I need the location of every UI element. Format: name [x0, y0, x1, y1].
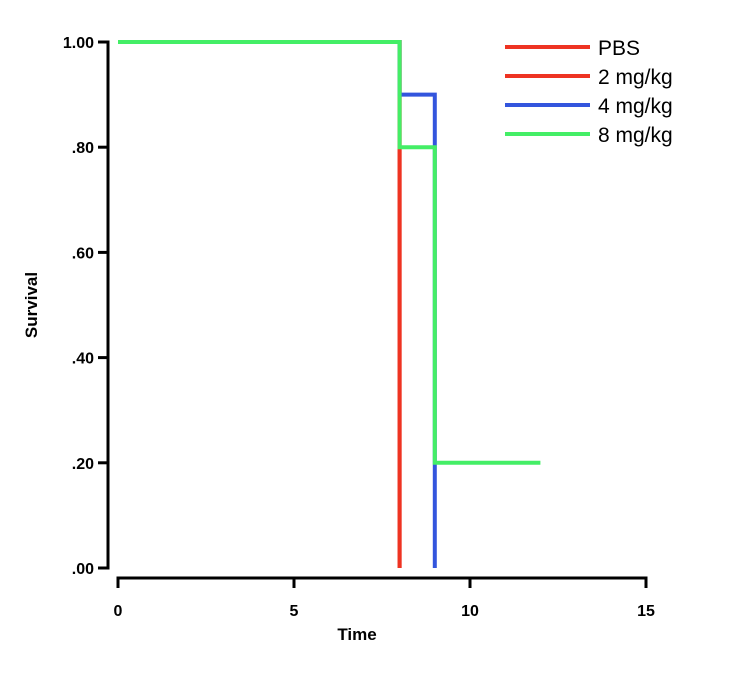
x-ticks: 0 5 10 15	[114, 578, 655, 620]
series-layer	[118, 40, 541, 568]
y-tick-label: .80	[72, 140, 94, 157]
y-tick-label: .60	[72, 245, 94, 262]
x-tick-label: 10	[461, 603, 479, 620]
legend-label: 4 mg/kg	[598, 95, 673, 118]
x-tick-label: 15	[637, 603, 655, 620]
y-tick-label: .00	[72, 561, 94, 578]
legend-label: 2 mg/kg	[598, 66, 673, 89]
y-axis-title: Survival	[22, 272, 41, 338]
y-tick-label: .20	[72, 456, 94, 473]
y-tick-label: .40	[72, 351, 94, 368]
legend: PBS 2 mg/kg 4 mg/kg 8 mg/kg	[505, 37, 673, 147]
series-line-1	[118, 40, 402, 568]
x-tick-label: 0	[114, 603, 123, 620]
x-axis-title: Time	[337, 625, 376, 644]
series-line-3	[118, 40, 541, 465]
x-tick-label: 5	[290, 603, 299, 620]
series-line-0	[118, 40, 402, 568]
legend-label: 8 mg/kg	[598, 124, 673, 147]
series-line-2	[118, 40, 437, 568]
y-tick-label: 1.00	[63, 35, 94, 52]
legend-label: PBS	[598, 37, 640, 60]
y-ticks: .00 .20 .40 .60 .80 1.00	[63, 35, 108, 578]
axis-layer: .00 .20 .40 .60 .80 1.00 0 5 10 15 Time Survival	[22, 35, 655, 644]
